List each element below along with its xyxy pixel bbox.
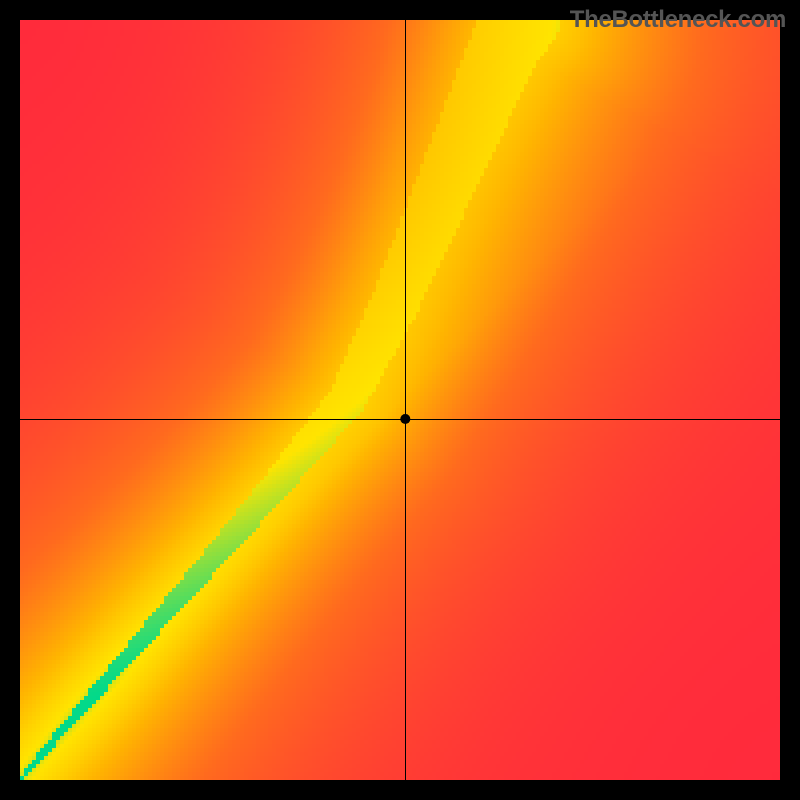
chart-container: TheBottleneck.com (0, 0, 800, 800)
bottleneck-heatmap (0, 0, 800, 800)
watermark-text: TheBottleneck.com (570, 6, 786, 34)
